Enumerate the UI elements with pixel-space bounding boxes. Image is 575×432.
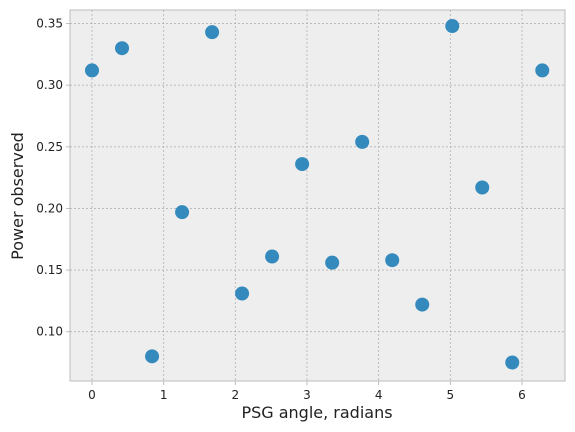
y-tick-label: 0.10	[36, 325, 63, 339]
point	[205, 25, 220, 40]
point	[505, 355, 520, 370]
plot-area	[69, 9, 566, 382]
y-tick-label: 0.35	[36, 17, 63, 31]
point	[445, 19, 460, 34]
point	[235, 286, 250, 301]
x-tick-label: 4	[375, 388, 383, 402]
point	[115, 41, 130, 56]
point	[535, 63, 550, 78]
y-tick-label: 0.30	[36, 78, 63, 92]
x-tick-label: 6	[518, 388, 526, 402]
x-tick-label: 3	[303, 388, 311, 402]
point	[415, 297, 430, 312]
point	[85, 63, 100, 78]
point	[265, 249, 280, 264]
point	[295, 157, 310, 172]
x-tick-label: 0	[88, 388, 96, 402]
y-tick-label: 0.20	[36, 201, 63, 215]
x-axis-label: PSG angle, radians	[241, 403, 392, 422]
point	[175, 205, 190, 220]
y-tick-label: 0.15	[36, 263, 63, 277]
y-tick-label: 0.25	[36, 140, 63, 154]
point	[355, 134, 370, 149]
point	[475, 180, 490, 195]
x-tick-label: 2	[232, 388, 240, 402]
x-tick-label: 5	[447, 388, 455, 402]
point	[145, 349, 160, 364]
point	[385, 253, 400, 268]
y-axis-label: Power observed	[8, 132, 27, 260]
x-tick-label: 1	[160, 388, 168, 402]
point	[325, 255, 340, 270]
